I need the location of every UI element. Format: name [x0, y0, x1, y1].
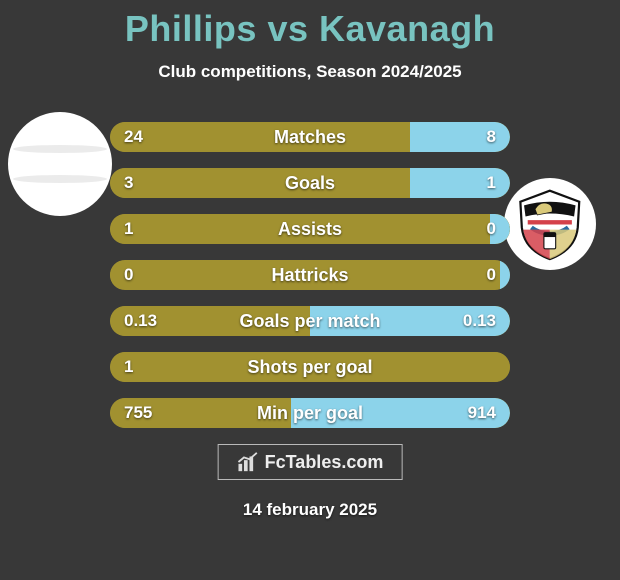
- comparison-chart: 248Matches 31Goals 10Assists 00Hattricks 0.1…: [110, 122, 510, 444]
- stat-row: 755914Min per goal: [110, 398, 510, 428]
- title-player-right: Kavanagh: [319, 8, 495, 49]
- stat-label: Shots per goal: [110, 352, 510, 382]
- stat-row: 00Hattricks: [110, 260, 510, 290]
- stat-row: 0.130.13Goals per match: [110, 306, 510, 336]
- stat-label: Assists: [110, 214, 510, 244]
- stat-label: Matches: [110, 122, 510, 152]
- brand-chart-icon: [237, 451, 259, 473]
- club-crest-icon: [513, 187, 587, 261]
- stat-row: 31Goals: [110, 168, 510, 198]
- stat-label: Min per goal: [110, 398, 510, 428]
- stat-label: Goals per match: [110, 306, 510, 336]
- brand-box[interactable]: FcTables.com: [218, 444, 403, 480]
- subtitle: Club competitions, Season 2024/2025: [0, 62, 620, 82]
- stat-row: 248Matches: [110, 122, 510, 152]
- stat-label: Hattricks: [110, 260, 510, 290]
- title-player-left: Phillips: [125, 8, 257, 49]
- club-badge-left: [8, 112, 112, 216]
- title-vs: vs: [267, 8, 308, 49]
- stat-row: 1Shots per goal: [110, 352, 510, 382]
- stat-label: Goals: [110, 168, 510, 198]
- footer-date: 14 february 2025: [0, 500, 620, 520]
- badge-ellipse-icon: [13, 145, 107, 153]
- brand-text: FcTables.com: [265, 452, 384, 473]
- page-title: Phillips vs Kavanagh: [0, 8, 620, 50]
- badge-ellipse-icon: [13, 175, 107, 183]
- club-badge-right: [504, 178, 596, 270]
- stat-row: 10Assists: [110, 214, 510, 244]
